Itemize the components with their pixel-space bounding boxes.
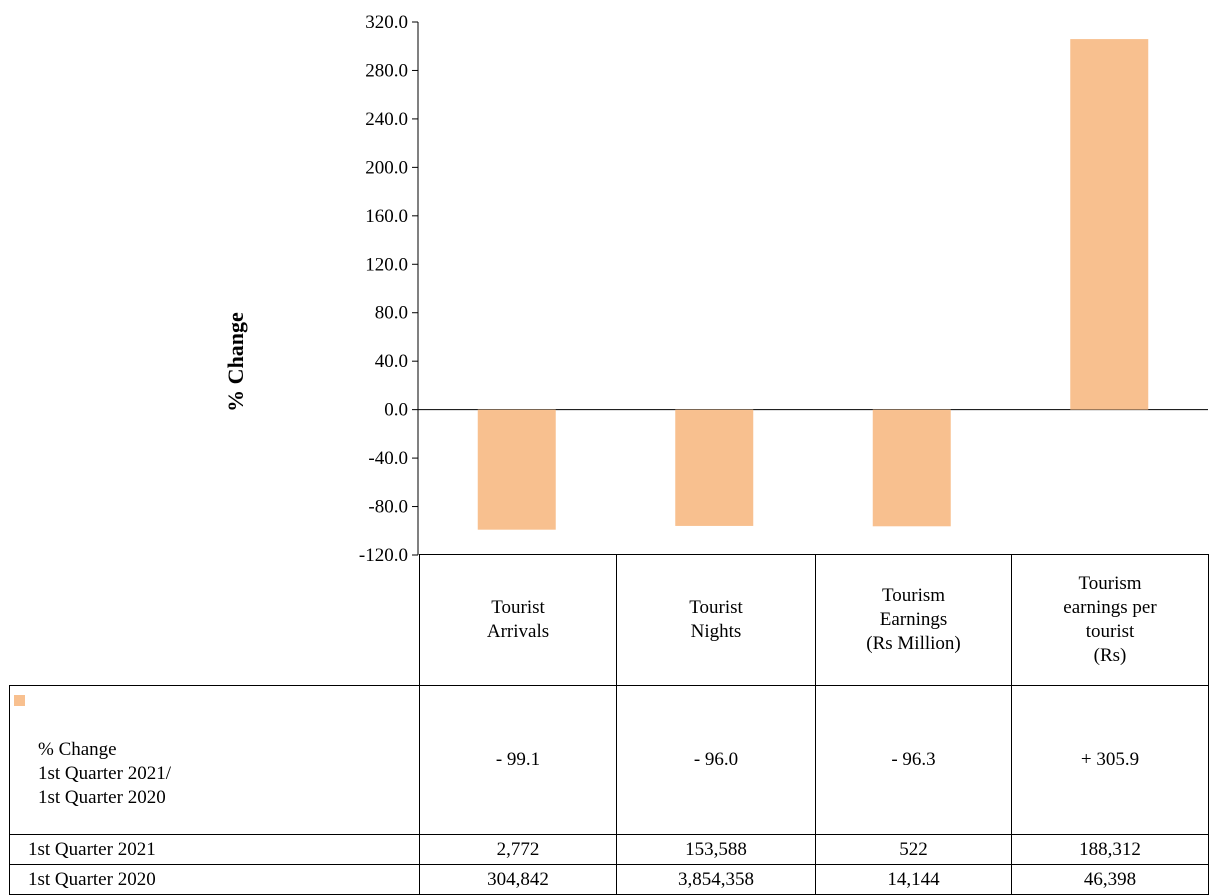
y-tick-label: 40.0: [375, 351, 408, 372]
category-header: Tourism earnings per tourist (Rs): [1011, 554, 1209, 686]
bar: [477, 409, 556, 530]
table-cell: - 96.0: [616, 685, 816, 835]
table-cell: 3,854,358: [616, 864, 816, 895]
table-row: 1st Quarter 2021 2,772 153,588 522 188,3…: [9, 834, 1209, 865]
data-table: Tourist Arrivals Tourist Nights Tourism …: [9, 554, 1209, 895]
table-cell: 46,398: [1011, 864, 1209, 895]
table-cell: 304,842: [419, 864, 617, 895]
category-header: Tourist Arrivals: [419, 554, 617, 686]
table-cell: 14,144: [815, 864, 1012, 895]
table-cell: 2,772: [419, 834, 617, 865]
table-header-row: Tourist Arrivals Tourist Nights Tourism …: [9, 554, 1209, 686]
y-tick-label: 280.0: [365, 60, 408, 81]
legend-entry: % Change 1st Quarter 2021/ 1st Quarter 2…: [9, 685, 420, 835]
y-tick-label: 240.0: [365, 109, 408, 130]
bar: [675, 409, 754, 526]
table-row: 1st Quarter 2020 304,842 3,854,358 14,14…: [9, 864, 1209, 895]
bars: [477, 39, 1149, 530]
table-cell: + 305.9: [1011, 685, 1209, 835]
category-header: Tourism Earnings (Rs Million): [815, 554, 1012, 686]
row-label: 1st Quarter 2020: [9, 864, 420, 895]
y-tick-label: 320.0: [365, 12, 408, 33]
y-tick-label: 160.0: [365, 206, 408, 227]
table-cell: 153,588: [616, 834, 816, 865]
table-cell: - 96.3: [815, 685, 1012, 835]
legend-swatch: [14, 695, 25, 706]
row-label: 1st Quarter 2021: [9, 834, 420, 865]
y-tick-label: -80.0: [368, 497, 408, 518]
y-tick-label: 0.0: [384, 400, 408, 421]
y-tick-label: -40.0: [368, 448, 408, 469]
y-axis-ticks: 320.0 280.0 240.0 200.0 160.0 120.0 80.0 40.0 0.…: [359, 12, 418, 566]
y-tick-label: 120.0: [365, 254, 408, 275]
table-cell: 188,312: [1011, 834, 1209, 865]
legend-label: % Change 1st Quarter 2021/ 1st Quarter 2…: [38, 739, 171, 808]
y-tick-label: 80.0: [375, 303, 408, 324]
table-corner: [9, 554, 420, 686]
bar: [872, 409, 951, 527]
category-header: Tourist Nights: [616, 554, 816, 686]
y-axis-label: % Change: [223, 312, 248, 412]
table-cell: - 99.1: [419, 685, 617, 835]
bar: [1070, 39, 1149, 410]
table-cell: 522: [815, 834, 1012, 865]
y-tick-label: 200.0: [365, 157, 408, 178]
table-row: % Change 1st Quarter 2021/ 1st Quarter 2…: [9, 685, 1209, 835]
